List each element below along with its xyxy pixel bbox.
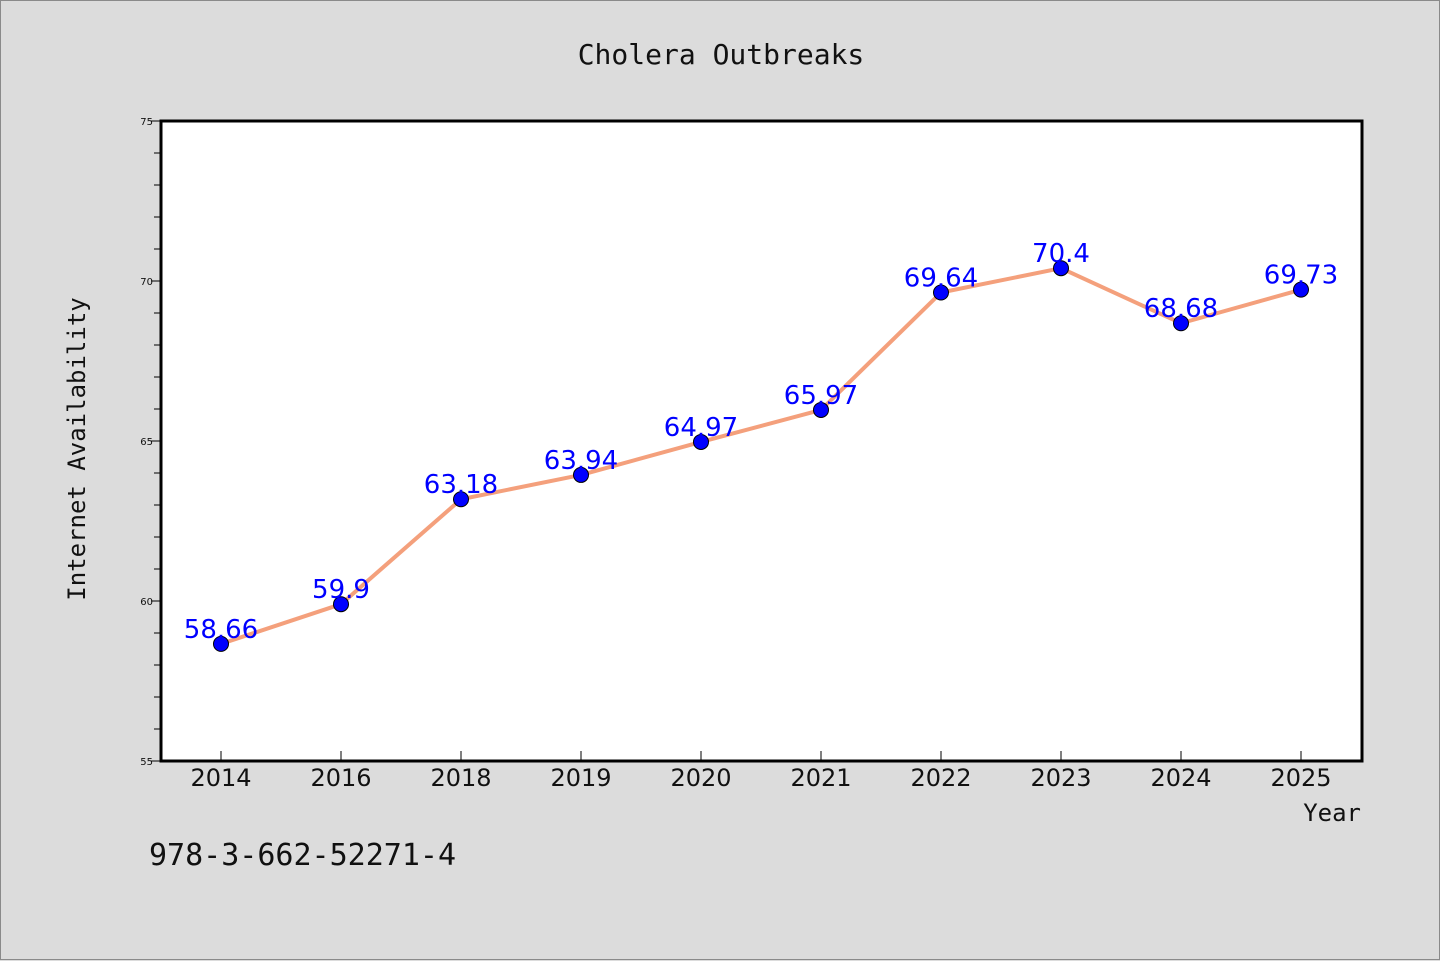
x-axis: 2014 2016 2018 2019 2020 2021 2022 2023 2024 2025 [190, 751, 1332, 792]
x-tick-label: 2019 [550, 764, 611, 792]
data-point [693, 433, 709, 450]
data-point [813, 401, 829, 418]
data-label: 63.94 [544, 446, 618, 476]
data-point [453, 491, 469, 508]
y-tick-label: 55 [140, 757, 153, 768]
x-tick-label: 2022 [910, 764, 971, 792]
data-points [213, 260, 1309, 652]
data-label: 63.18 [424, 470, 498, 500]
x-axis-label: Year [1303, 799, 1361, 827]
data-label: 64.97 [664, 413, 738, 443]
x-tick-label: 2025 [1270, 764, 1331, 792]
data-point [1053, 260, 1069, 277]
data-point [1293, 281, 1309, 298]
data-label: 69.64 [904, 264, 978, 294]
data-point [333, 596, 349, 613]
x-tick-label: 2014 [190, 764, 251, 792]
y-tick-label: 65 [140, 437, 153, 448]
y-axis-label: Internet Availability [63, 297, 91, 600]
data-point [1173, 315, 1189, 332]
data-label: 69.73 [1264, 261, 1338, 291]
chart-title: Cholera Outbreaks [578, 38, 865, 71]
x-tick-label: 2016 [310, 764, 371, 792]
data-label: 65.97 [784, 381, 858, 411]
data-point [933, 284, 949, 301]
x-tick-label: 2021 [790, 764, 851, 792]
y-tick-label: 70 [140, 277, 153, 288]
data-label: 68.68 [1144, 294, 1218, 324]
plot-area [159, 119, 1364, 763]
x-tick-label: 2024 [1150, 764, 1211, 792]
x-tick-label: 2023 [1030, 764, 1091, 792]
x-tick-label: 2018 [430, 764, 491, 792]
data-point [213, 635, 229, 652]
isbn-note: 978-3-662-52271-4 [149, 838, 456, 873]
x-tick-label: 2020 [670, 764, 731, 792]
data-label: 58.66 [184, 615, 258, 645]
series-line [219, 266, 1303, 646]
y-tick-label: 75 [140, 117, 153, 128]
data-label: 59.9 [312, 575, 370, 605]
y-tick-label: 60 [140, 597, 153, 608]
data-point [573, 466, 589, 483]
data-label: 70.4 [1032, 239, 1090, 269]
y-axis: 55 60 65 70 75 [140, 117, 161, 768]
data-labels: 58.66 59.9 63.18 63.94 64.97 65.97 69.64 70.4 68… [184, 239, 1338, 645]
